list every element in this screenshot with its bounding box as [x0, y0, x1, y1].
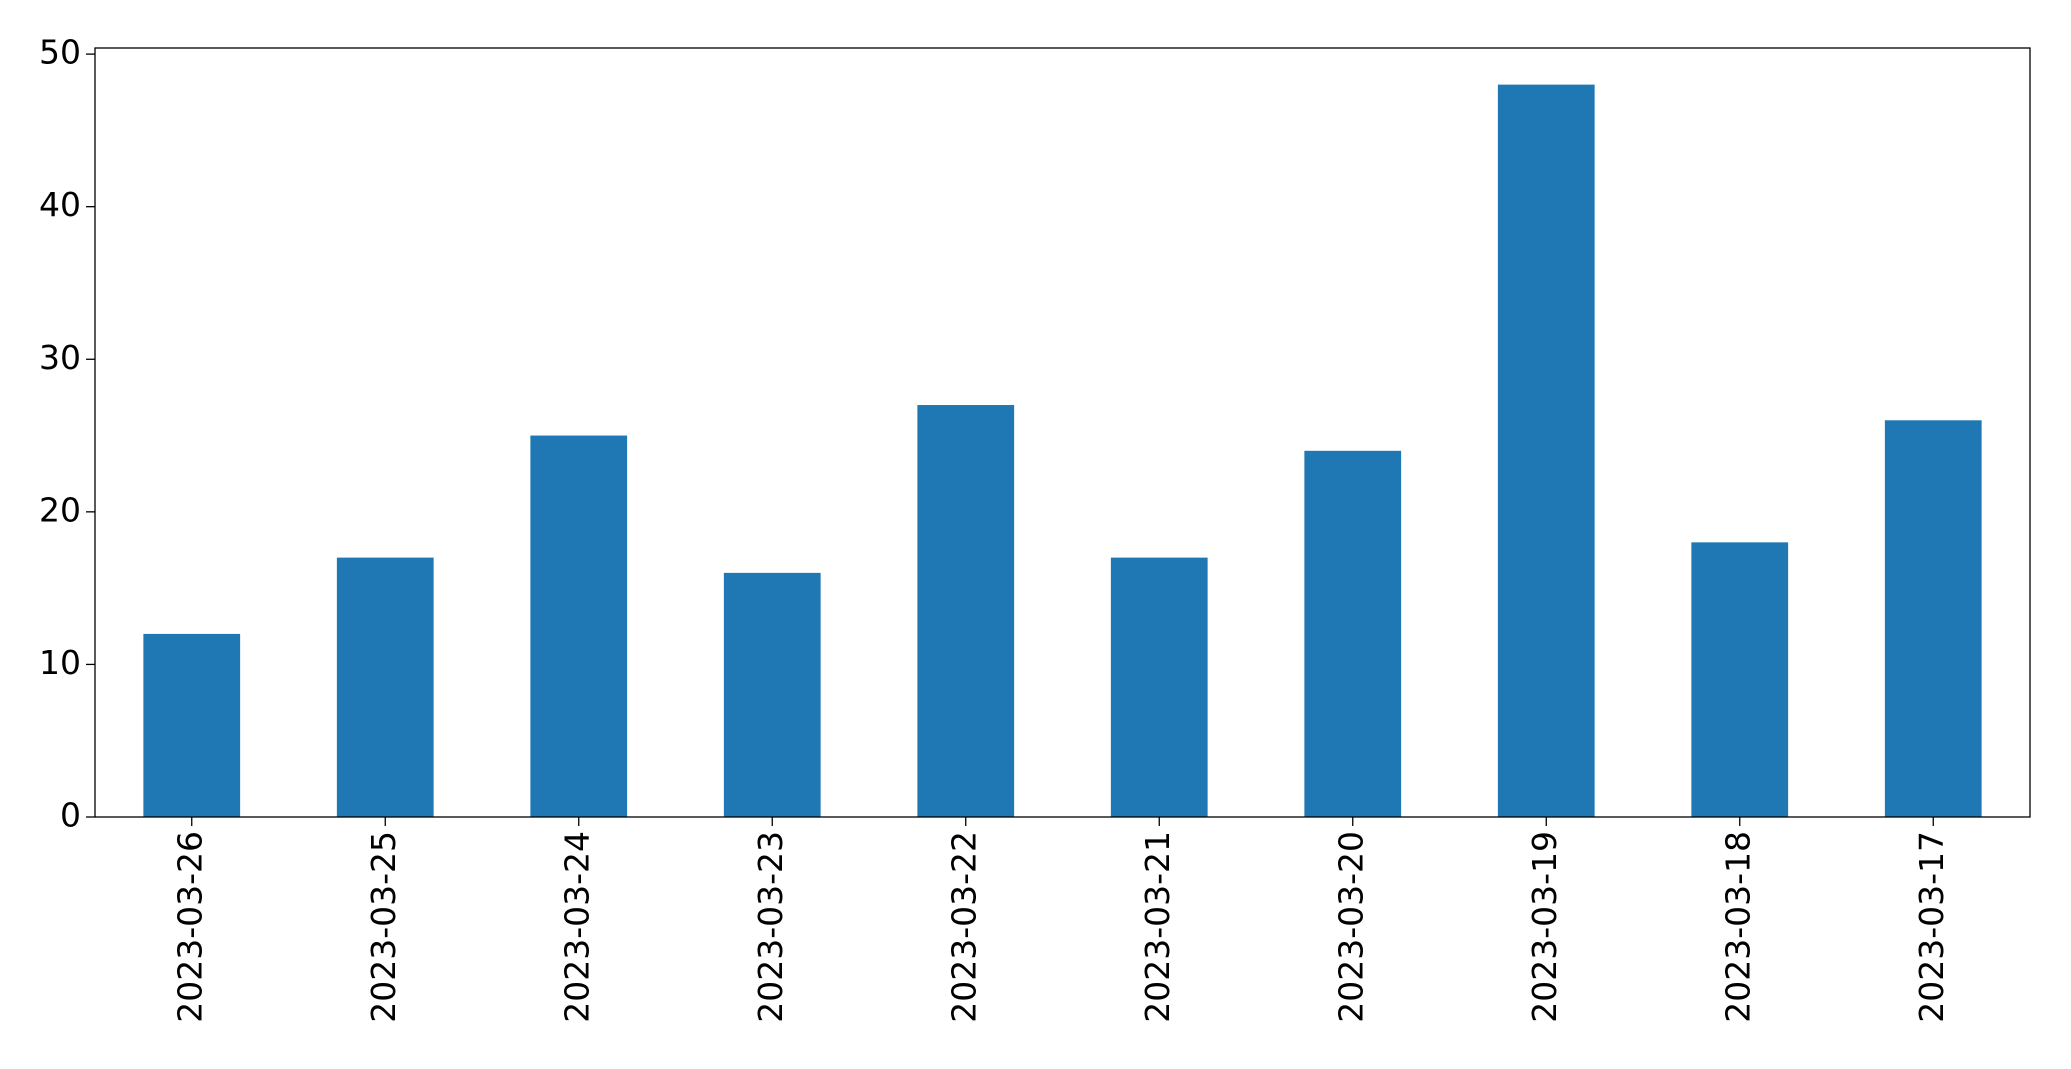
bar: [1304, 450, 1402, 817]
bar: [1884, 420, 1982, 817]
bar: [143, 633, 241, 817]
x-tick-label: 2023-03-21: [1138, 831, 1177, 1023]
plot-frame: [94, 47, 2031, 818]
x-tick-label: 2023-03-19: [1525, 831, 1564, 1023]
x-tick-label: 2023-03-20: [1331, 831, 1370, 1023]
bar: [917, 405, 1015, 817]
y-tick-label: 50: [39, 33, 81, 72]
y-tick-label: 10: [39, 643, 81, 682]
bar: [1691, 542, 1789, 817]
y-tick-label: 20: [39, 490, 81, 529]
x-tick-label: 2023-03-22: [944, 831, 983, 1023]
x-tick-label: 2023-03-25: [364, 831, 403, 1023]
bar: [336, 557, 434, 817]
bar: [530, 435, 628, 817]
x-tick-label: 2023-03-18: [1718, 831, 1757, 1023]
x-tick-label: 2023-03-23: [751, 831, 790, 1023]
y-tick-label: 30: [39, 338, 81, 377]
bar: [1110, 557, 1208, 817]
bar: [1497, 84, 1595, 818]
x-tick-label: 2023-03-24: [557, 831, 596, 1023]
bar: [723, 572, 821, 817]
x-tick-label: 2023-03-17: [1912, 831, 1951, 1023]
y-tick-label: 0: [60, 796, 81, 835]
x-tick-label: 2023-03-26: [170, 831, 209, 1023]
y-tick-label: 40: [39, 185, 81, 224]
